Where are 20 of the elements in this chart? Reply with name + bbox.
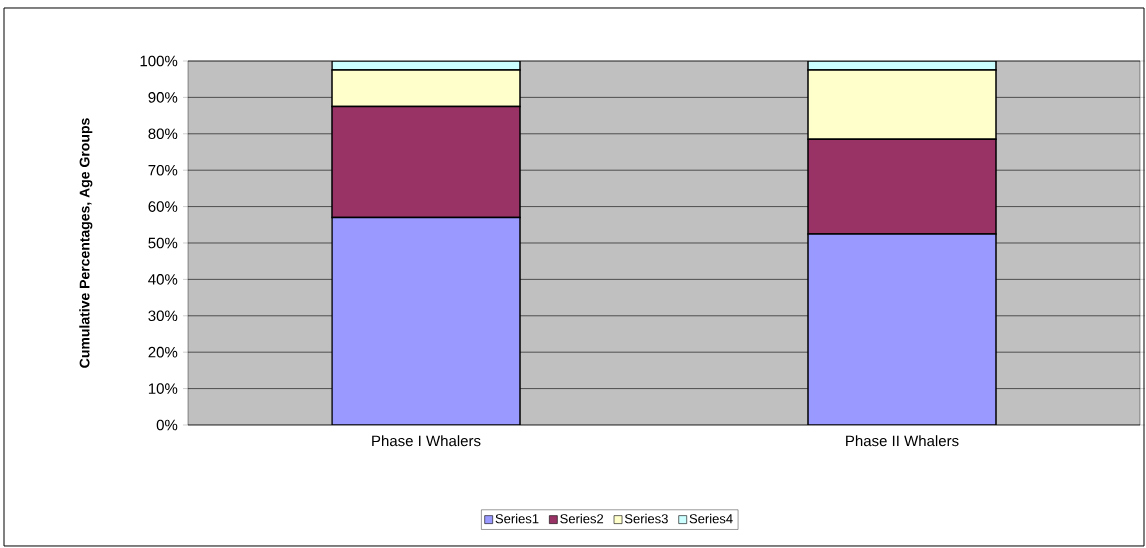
y-tick-label: 0% [156,419,178,431]
legend-label: Series3 [624,513,668,524]
y-tick-label: 60% [148,201,178,212]
y-tick-label: 30% [148,310,178,322]
x-tick-label: Phase I Whalers [372,435,481,447]
y-tick-label: 70% [148,164,178,176]
bar [807,233,997,425]
y-tick-label: 20% [148,346,178,358]
bar [331,216,521,425]
y-tick-label: 90% [148,92,178,103]
legend-label: Series1 [495,513,539,524]
y-axis-title: Cumulative Percentages, Age Groups [79,118,93,368]
legend-label: Series4 [689,513,733,524]
y-tick-label: 80% [148,128,178,140]
y-tick-label: 10% [148,383,178,394]
x-tick-label: Phase II Whalers [846,435,959,447]
y-tick-label: 50% [148,237,178,249]
y-tick-label: 100% [140,55,178,67]
legend-label: Series2 [560,513,604,524]
y-tick-label: 40% [148,274,178,285]
